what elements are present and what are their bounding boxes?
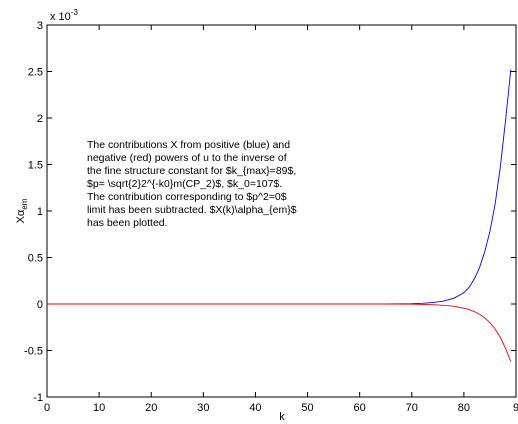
annotation-line: limit has been subtracted. $X(k)\alpha_{… (87, 204, 297, 216)
series-line-red (47, 303, 512, 362)
x-axis-label: k (279, 411, 285, 423)
plot-area (46, 24, 517, 398)
y-tick-label: 1.5 (28, 160, 43, 172)
y-axis-label-group: Xαem (15, 198, 29, 223)
x-tick-label: 0 (44, 402, 50, 414)
y-tick-label: 1 (37, 206, 43, 218)
y-exponent-label: x 10-3 (50, 8, 78, 23)
annotation-text: The contributions X from positive (blue)… (87, 139, 297, 229)
x-tick-label: 70 (406, 402, 418, 414)
y-tick-label: 0.5 (28, 253, 43, 265)
annotation-line: The contributions X from positive (blue)… (87, 139, 290, 151)
x-tick-label: 40 (249, 402, 261, 414)
y-tick-label: -1 (33, 392, 43, 404)
y-tick-label: -0.5 (24, 346, 43, 358)
annotation-line: the fine structure constant for $k_{max}… (87, 165, 296, 177)
x-tick-label: 9 (513, 402, 518, 414)
y-tick-label: 2 (37, 113, 43, 125)
annotation-line: has been plotted. (87, 217, 168, 229)
series-layer (47, 69, 512, 362)
y-tick-labels: -1 -0.5 0 0.5 1 1.5 2 2.5 3 (24, 20, 43, 404)
y-tick-label: 3 (37, 20, 43, 32)
x-tick-label: 20 (145, 402, 157, 414)
axis-ticks (46, 24, 517, 398)
x-tick-label: 50 (301, 402, 313, 414)
x-tick-label: 80 (458, 402, 470, 414)
annotation-line: The contribution corresponding to $p^2=0… (87, 191, 287, 203)
y-tick-label: 2.5 (28, 67, 43, 79)
x-tick-label: 10 (93, 402, 105, 414)
annotation-line: $p= \sqrt{2}2^{-k0}m(CP_2)$, $k_0=107$. (87, 178, 282, 190)
annotation-line: negative (red) powers of u to the invers… (87, 152, 287, 164)
y-axis-label: Xαem (15, 198, 29, 223)
x-tick-labels: 0 10 20 30 40 50 60 70 80 9 (44, 402, 518, 414)
x-tick-label: 60 (354, 402, 366, 414)
x-tick-label: 30 (197, 402, 209, 414)
y-tick-label: 0 (37, 299, 43, 311)
